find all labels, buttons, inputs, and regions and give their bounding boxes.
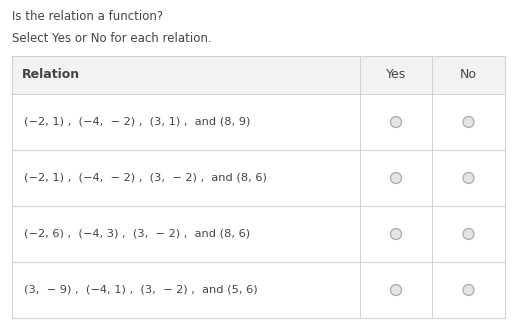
Ellipse shape xyxy=(390,228,402,239)
Text: No: No xyxy=(460,68,477,81)
Text: (−2, 1) ,  (−4,  − 2) ,  (3,  − 2) ,  and (8, 6): (−2, 1) , (−4, − 2) , (3, − 2) , and (8,… xyxy=(24,173,267,183)
Ellipse shape xyxy=(463,228,474,239)
Ellipse shape xyxy=(463,117,474,128)
Ellipse shape xyxy=(463,285,474,296)
Text: (−2, 1) ,  (−4,  − 2) ,  (3, 1) ,  and (8, 9): (−2, 1) , (−4, − 2) , (3, 1) , and (8, 9… xyxy=(24,117,250,127)
Ellipse shape xyxy=(390,285,402,296)
Ellipse shape xyxy=(390,117,402,128)
Ellipse shape xyxy=(463,172,474,183)
Text: (−2, 6) ,  (−4, 3) ,  (3,  − 2) ,  and (8, 6): (−2, 6) , (−4, 3) , (3, − 2) , and (8, 6… xyxy=(24,229,250,239)
Text: (3,  − 9) ,  (−4, 1) ,  (3,  − 2) ,  and (5, 6): (3, − 9) , (−4, 1) , (3, − 2) , and (5, … xyxy=(24,285,257,295)
Text: Relation: Relation xyxy=(22,68,80,81)
Text: Select Yes or No for each relation.: Select Yes or No for each relation. xyxy=(12,32,211,45)
Text: Yes: Yes xyxy=(386,68,406,81)
Bar xyxy=(12,56,505,94)
Bar xyxy=(12,56,505,318)
Text: Is the relation a function?: Is the relation a function? xyxy=(12,10,163,23)
Ellipse shape xyxy=(390,172,402,183)
